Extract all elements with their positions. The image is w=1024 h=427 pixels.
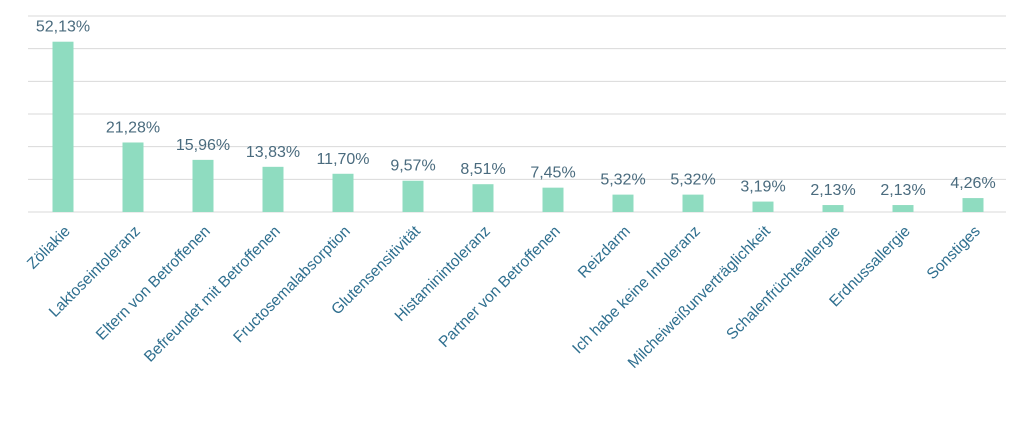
category-label: Schalenfrüchteallergie: [723, 223, 843, 343]
category-label: Partner von Betroffenen: [436, 223, 564, 351]
bar: [332, 173, 354, 212]
bar: [192, 159, 214, 212]
value-label: 15,96%: [176, 137, 230, 154]
category-label: Reizdarm: [575, 223, 634, 282]
category-label: Sonstiges: [924, 223, 984, 283]
bars: [52, 41, 984, 213]
category-label: Fructosemalabsorption: [230, 223, 354, 347]
bar: [542, 187, 564, 212]
value-label: 5,32%: [670, 172, 715, 189]
category-label: Ich habe keine Intoleranz: [569, 223, 703, 357]
bar: [752, 201, 774, 212]
value-label: 11,70%: [316, 151, 369, 168]
bar: [122, 142, 144, 212]
value-labels: 52,13% 21,28% 15,96% 13,83% 11,70% 9,57% 8,51%…: [36, 19, 996, 199]
bar: [402, 180, 424, 212]
value-label: 7,45%: [530, 165, 575, 182]
value-label: 8,51%: [460, 161, 505, 178]
bar: [52, 41, 74, 213]
category-label: Befreundet mit Betroffenen: [141, 223, 284, 366]
value-label: 52,13%: [36, 19, 90, 36]
value-label: 2,13%: [810, 182, 855, 199]
bar: [472, 184, 494, 212]
value-label: 13,83%: [246, 144, 300, 161]
category-label: Zöliakie: [24, 223, 74, 273]
category-label: Eltern von Betroffenen: [93, 223, 214, 344]
value-label: 9,57%: [390, 158, 435, 175]
value-label: 5,32%: [600, 172, 645, 189]
bar: [822, 205, 844, 212]
value-label: 3,19%: [740, 179, 785, 196]
bar: [962, 198, 984, 212]
value-label: 4,26%: [950, 175, 995, 192]
gridlines: [28, 15, 1006, 213]
bar: [892, 205, 914, 212]
value-label: 21,28%: [106, 119, 160, 136]
bar: [262, 166, 284, 212]
bar: [612, 194, 634, 212]
value-label: 2,13%: [880, 182, 925, 199]
category-label: Milcheiweißunverträglichkeit: [625, 222, 775, 372]
bar: [682, 194, 704, 212]
